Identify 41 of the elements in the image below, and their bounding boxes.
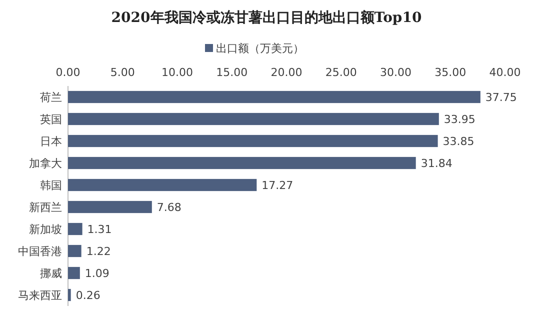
bar [68,266,80,280]
y-tick-label: 新加坡 [29,223,62,236]
legend-label: 出口额（万美元） [216,42,304,55]
y-tick-label: 韩国 [40,179,62,192]
bar [68,178,257,192]
data-label: 1.31 [87,223,112,236]
chart-title: 2020年我国冷或冻甘薯出口目的地出口额Top10 [111,9,422,26]
x-tick-label: 35.00 [434,66,466,79]
y-tick-label: 日本 [40,135,62,148]
bar [68,200,152,214]
x-tick-label: 30.00 [380,66,412,79]
bar [68,244,82,258]
x-tick-label: 40.00 [489,66,521,79]
bar [68,288,71,302]
y-tick-label: 英国 [40,113,62,126]
data-label: 31.84 [420,157,452,170]
x-tick-label: 15.00 [216,66,248,79]
bar [68,156,416,170]
y-tick-label: 中国香港 [18,245,62,258]
x-tick-label: 5.00 [110,66,135,79]
x-tick-label: 10.00 [162,66,193,79]
x-tick-label: 20.00 [270,66,302,79]
data-label: 33.95 [444,113,476,126]
data-label: 0.26 [76,289,100,302]
data-label: 17.27 [262,179,294,192]
bar [68,112,439,126]
data-label: 7.68 [156,201,182,214]
data-label: 1.09 [84,267,110,280]
y-tick-label: 马来西亚 [18,289,62,302]
bar [68,222,82,236]
y-tick-label: 加拿大 [29,157,62,170]
y-tick-label: 挪威 [40,267,62,280]
data-label: 37.75 [485,91,517,104]
data-label: 33.85 [442,135,474,148]
y-tick-label: 荷兰 [40,91,62,104]
x-tick-label: 0.00 [56,66,80,79]
y-tick-label: 新西兰 [29,201,62,214]
bar [68,90,480,104]
bar [68,134,438,148]
data-label: 1.22 [86,245,111,258]
x-tick-label: 25.00 [325,66,357,79]
